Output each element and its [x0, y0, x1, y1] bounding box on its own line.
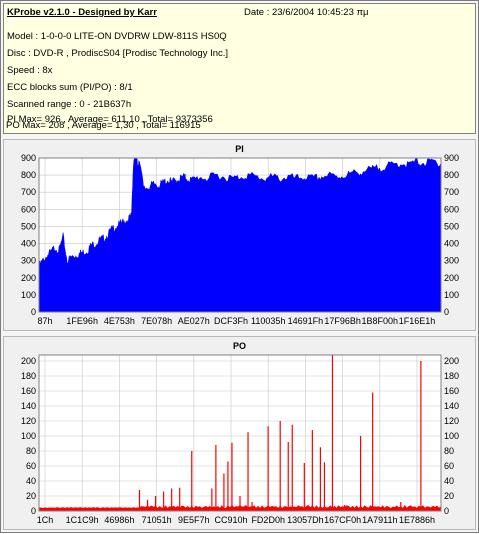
y-tick-label-left: 140	[21, 401, 36, 411]
x-tick-label: 1Ch	[37, 515, 54, 525]
y-tick-label-right: 80	[444, 446, 454, 456]
y-tick-label-right: 0	[444, 506, 449, 516]
scan-info-panel: KProbe v2.1.0 - Designed by Karr Date : …	[3, 3, 476, 134]
y-tick-label-left: 200	[21, 273, 36, 283]
x-tick-label: 4E753h	[104, 316, 135, 326]
y-tick-label-left: 100	[21, 290, 36, 300]
x-tick-label: 1F16E1h	[399, 316, 436, 326]
x-tick-label: 46986h	[104, 515, 134, 525]
y-tick-label-right: 20	[444, 491, 454, 501]
y-tick-label-left: 900	[21, 153, 36, 163]
y-tick-label-right: 700	[444, 187, 459, 197]
po-stats-line: PO Max= 208 , Average= 1,30 , Total= 116…	[6, 120, 201, 131]
app-title: KProbe v2.1.0 - Designed by Karr	[7, 7, 157, 18]
x-tick-label: 1FE96h	[66, 316, 98, 326]
y-tick-label-right: 800	[444, 170, 459, 180]
x-tick-label: 1C1C9h	[66, 515, 99, 525]
scan-date: Date : 23/6/2004 10:45:23 πμ	[244, 7, 369, 18]
model-line: Model : 1-0-0-0 LITE-ON DVDRW LDW-811S H…	[7, 31, 227, 42]
y-tick-label-left: 300	[21, 256, 36, 266]
x-tick-label: 1E7886h	[399, 515, 435, 525]
y-tick-label-right: 180	[444, 371, 459, 381]
y-tick-label-left: 120	[21, 416, 36, 426]
y-tick-label-left: 40	[26, 476, 36, 486]
y-tick-label-left: 100	[21, 431, 36, 441]
y-tick-label-right: 100	[444, 290, 459, 300]
x-tick-label: 1B8F00h	[362, 316, 399, 326]
disc-line: Disc : DVD-R , ProdiscS04 [Prodisc Techn…	[7, 48, 229, 59]
y-tick-label-right: 120	[444, 416, 459, 426]
y-tick-label-left: 200	[21, 356, 36, 366]
y-tick-label-right: 200	[444, 356, 459, 366]
speed-line: Speed : 8x	[7, 65, 53, 76]
y-tick-label-right: 100	[444, 431, 459, 441]
y-tick-label-left: 500	[21, 221, 36, 231]
plot-area	[38, 354, 442, 512]
y-tick-label-right: 140	[444, 401, 459, 411]
x-tick-label: CC910h	[214, 515, 247, 525]
y-tick-label-right: 0	[444, 307, 449, 317]
x-tick-label: 7E078h	[141, 316, 172, 326]
pi-stats-line: PI Max= 926 , Average= 611,10 , Total= 9…	[7, 114, 213, 125]
y-tick-label-right: 400	[444, 239, 459, 249]
y-tick-label-left: 0	[31, 506, 36, 516]
y-tick-label-left: 700	[21, 187, 36, 197]
x-tick-label: 71051h	[142, 515, 172, 525]
plot-border	[38, 354, 442, 512]
y-tick-label-right: 600	[444, 204, 459, 214]
po-chart-panel: PO 0 0 20 20 40 40 60 60 80 80 100 100 120 120 140 140 16…	[3, 336, 476, 530]
y-tick-label-right: 300	[444, 256, 459, 266]
pi-series-area	[38, 157, 442, 313]
y-tick-label-right: 160	[444, 386, 459, 396]
x-tick-label: 14691Fh	[288, 316, 324, 326]
y-tick-label-left: 800	[21, 170, 36, 180]
pi-chart: PI 0 0 100 100 200 200 300 300 400 400 500 500 600 600…	[21, 144, 459, 326]
y-tick-label-left: 160	[21, 386, 36, 396]
plot-border	[38, 157, 442, 313]
x-tick-label: FD2D0h	[251, 515, 285, 525]
x-tick-label: 1A7911h	[362, 515, 397, 525]
y-tick-label-right: 60	[444, 461, 454, 471]
x-tick-label: 13057Dh	[287, 515, 324, 525]
pi-chart-panel: PI 0 0 100 100 200 200 300 300 400 400 500 500 600 600…	[3, 139, 476, 331]
y-tick-label-left: 600	[21, 204, 36, 214]
x-tick-label: 167CF0h	[324, 515, 361, 525]
range-line: Scanned range : 0 - 21B637h	[7, 99, 132, 110]
y-tick-label-left: 80	[26, 446, 36, 456]
x-tick-label: 110035h	[251, 316, 285, 326]
x-tick-label: 87h	[37, 316, 52, 326]
y-tick-label-right: 40	[444, 476, 454, 486]
y-tick-label-right: 200	[444, 273, 459, 283]
chart-title: PO	[233, 341, 246, 351]
y-tick-label-left: 60	[26, 461, 36, 471]
x-tick-label: DCF3Fh	[214, 316, 248, 326]
y-tick-label-right: 900	[444, 153, 459, 163]
chart-title: PI	[235, 144, 244, 154]
y-tick-label-left: 400	[21, 239, 36, 249]
x-tick-label: 9E5F7h	[178, 515, 210, 525]
x-tick-label: AE027h	[178, 316, 210, 326]
y-tick-label-left: 0	[31, 307, 36, 317]
po-chart: PO 0 0 20 20 40 40 60 60 80 80 100 100 120 120 140 140 16…	[21, 341, 459, 525]
ecc-line: ECC blocks sum (PI/PO) : 8/1	[7, 82, 133, 93]
x-tick-label: 17F96Bh	[324, 316, 361, 326]
y-tick-label-left: 20	[26, 491, 36, 501]
y-tick-label-right: 500	[444, 221, 459, 231]
y-tick-label-left: 180	[21, 371, 36, 381]
